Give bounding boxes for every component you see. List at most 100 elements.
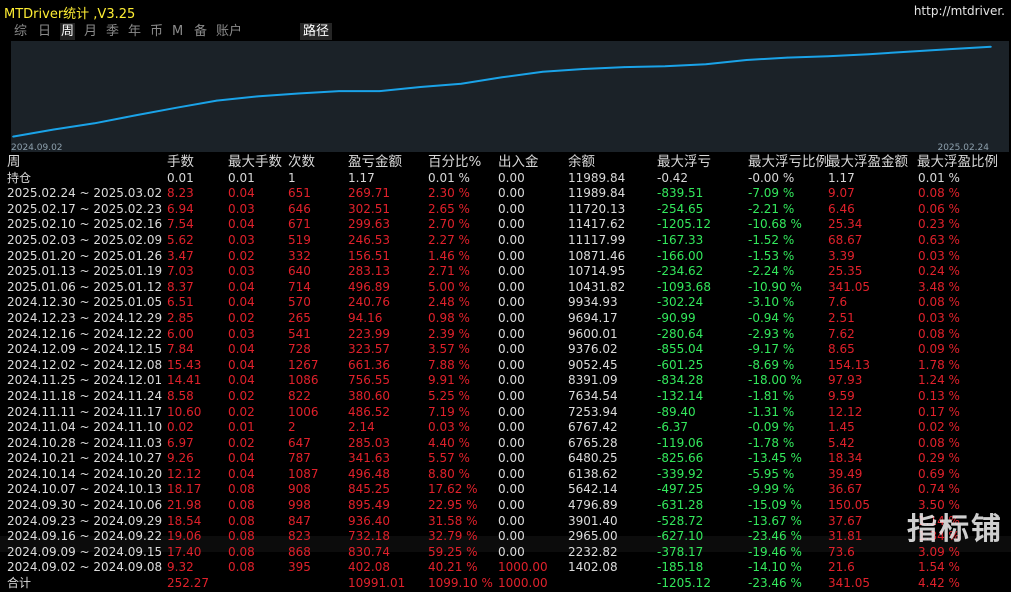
table-row[interactable]: 2024.10.21 ~ 2024.10.27 9.26 0.04 787 341.63… [0, 451, 1011, 467]
table-row[interactable]: 2024.09.23 ~ 2024.09.29 18.54 0.08 847 936.4… [0, 514, 1011, 530]
cell-lots: 18.54 [167, 513, 202, 528]
cell-max-float-loss: -167.33 [657, 232, 704, 247]
cell-max-float-profit-pct: 0.08 % [918, 435, 960, 450]
cell-cash: 0.00 [498, 388, 525, 403]
tab-9[interactable]: 账户 [216, 24, 243, 39]
cell-pnl: 402.08 [348, 560, 390, 575]
balance-point-13 [542, 70, 544, 73]
tab-7[interactable]: M [172, 24, 184, 39]
cell-max-float-profit: 9.07 [828, 186, 855, 201]
cell-max-float-loss: -166.00 [657, 248, 704, 263]
table-row[interactable]: 2024.12.09 ~ 2024.12.15 7.84 0.04 728 323.57… [0, 342, 1011, 358]
path-button[interactable]: 路径 [300, 23, 333, 40]
table-row[interactable]: 2025.01.06 ~ 2025.01.12 8.37 0.04 714 496.89… [0, 280, 1011, 296]
table-row[interactable]: 2024.09.30 ~ 2024.10.06 21.98 0.08 998 895.4… [0, 498, 1011, 514]
balance-point-10 [419, 86, 422, 88]
holding-row[interactable]: 持仓 0.01 0.01 1 1.17 0.01 % 0.00 11989.84… [0, 171, 1011, 187]
cell-balance: 11989.84 [568, 170, 626, 185]
col-header-balance[interactable]: 余额 [568, 154, 595, 170]
cell-balance: 2232.82 [568, 544, 618, 559]
table-row[interactable]: 2024.11.25 ~ 2024.12.01 14.41 0.04 1086 756.… [0, 373, 1011, 389]
cell-lots: 8.37 [167, 279, 194, 294]
table-row[interactable]: 2024.10.07 ~ 2024.10.13 18.17 0.08 908 845.2… [0, 482, 1011, 498]
cell-count: 541 [288, 326, 311, 341]
cell-lots: 15.43 [167, 357, 202, 372]
cell-max-lots: 0.03 [228, 201, 255, 216]
table-row[interactable]: 2024.09.02 ~ 2024.09.08 9.32 0.08 395 402.08… [0, 560, 1011, 576]
cell-pnl: 756.55 [348, 373, 390, 388]
cell-pct: 5.57 % [428, 451, 470, 466]
col-header-week[interactable]: 周 [7, 154, 21, 170]
cell-max-float-profit-pct: 0.24 % [918, 264, 960, 279]
table-row[interactable]: 2024.11.11 ~ 2024.11.17 10.60 0.02 1006 486.… [0, 405, 1011, 421]
col-header-max-lots[interactable]: 最大手数 [228, 154, 282, 170]
table-row[interactable]: 2024.12.02 ~ 2024.12.08 15.43 0.04 1267 661.… [0, 358, 1011, 374]
cell-max-float-loss: -1093.68 [657, 279, 711, 294]
tab-3[interactable]: 月 [84, 24, 98, 39]
col-header-pnl[interactable]: 盈亏金额 [348, 154, 402, 170]
tab-1[interactable]: 日 [38, 24, 52, 39]
cell-balance: 9694.17 [568, 310, 618, 325]
total-max-float-profit-pct: 4.42 % [918, 576, 960, 591]
cell-max-float-loss: -528.72 [657, 513, 704, 528]
cell-lots: 21.98 [167, 498, 202, 513]
balance-point-19 [786, 56, 789, 59]
col-header-count[interactable]: 次数 [288, 154, 315, 170]
tab-5[interactable]: 年 [128, 24, 142, 39]
cell-max-lots: 0.02 [228, 404, 255, 419]
cell-pnl: 302.51 [348, 201, 390, 216]
cell-max-lots: 0.08 [228, 482, 255, 497]
cell-max-float-profit: 25.35 [828, 264, 863, 279]
cell-max-float-profit: 9.59 [828, 388, 855, 403]
table-row[interactable]: 2024.09.09 ~ 2024.09.15 17.40 0.08 868 830.7… [0, 545, 1011, 561]
cell-pnl: 496.48 [348, 466, 390, 481]
cell-max-float-profit-pct: 3.50 % [918, 498, 960, 513]
cell-count: 714 [288, 279, 311, 294]
col-header-max-float-profit-pct[interactable]: 最大浮盈比例 [917, 154, 998, 170]
cell-max-float-profit: 37.67 [828, 513, 863, 528]
col-header-cash[interactable]: 出入金 [498, 154, 539, 170]
cell-max-float-loss: -89.40 [657, 404, 696, 419]
col-header-max-float-profit[interactable]: 最大浮盈金额 [827, 154, 908, 170]
week-rows: 2025.02.24 ~ 2025.03.02 8.23 0.04 651 269.71… [0, 186, 1011, 576]
table-row[interactable]: 2024.11.04 ~ 2024.11.10 0.02 0.01 2 2.14 0.03… [0, 420, 1011, 436]
cell-lots: 6.94 [167, 201, 194, 216]
tab-8[interactable]: 备 [194, 24, 208, 39]
cell-week: 2025.02.24 ~ 2025.03.02 [7, 186, 163, 201]
cell-max-float-loss-pct: -9.99 % [748, 482, 795, 497]
col-header-max-float-loss[interactable]: 最大浮亏 [657, 154, 711, 170]
website-link[interactable]: http://mtdriver. [913, 4, 1005, 18]
col-header-max-float-loss-pct[interactable]: 最大浮亏比例 [748, 154, 829, 170]
table-row[interactable]: 2025.01.13 ~ 2025.01.19 7.03 0.03 640 283.13… [0, 264, 1011, 280]
cell-max-float-loss-pct: -1.81 % [748, 388, 795, 403]
table-row[interactable]: 2024.10.28 ~ 2024.11.03 6.97 0.02 647 285.03… [0, 436, 1011, 452]
table-row[interactable]: 2024.09.16 ~ 2024.09.22 19.06 0.08 823 732.1… [0, 529, 1011, 545]
col-header-lots[interactable]: 手数 [167, 154, 194, 170]
cell-lots: 6.51 [167, 295, 194, 310]
tab-6[interactable]: 币 [150, 24, 164, 39]
table-row[interactable]: 2025.02.03 ~ 2025.02.09 5.62 0.03 519 246.53… [0, 233, 1011, 249]
table-row[interactable]: 2025.01.20 ~ 2025.01.26 3.47 0.02 332 156.51… [0, 249, 1011, 265]
cell-week: 2025.01.06 ~ 2025.01.12 [7, 279, 163, 294]
total-max-float-loss: -1205.12 [657, 576, 711, 591]
table-row[interactable]: 2025.02.17 ~ 2025.02.23 6.94 0.03 646 302.51… [0, 202, 1011, 218]
balance-point-17 [705, 63, 707, 65]
cell-balance: 7253.94 [568, 404, 618, 419]
table-row[interactable]: 2024.12.23 ~ 2024.12.29 2.85 0.02 265 94.16 0… [0, 311, 1011, 327]
cell-pct: 1.46 % [428, 248, 470, 263]
tab-2[interactable]: 周 [60, 23, 76, 40]
chart-x-end-label: 2025.02.24 [937, 143, 989, 153]
table-row[interactable]: 2025.02.24 ~ 2025.03.02 8.23 0.04 651 269.71… [0, 186, 1011, 202]
tab-0[interactable]: 综 [14, 24, 28, 39]
table-row[interactable]: 2024.12.30 ~ 2025.01.05 6.51 0.04 570 240.76… [0, 295, 1011, 311]
table-row[interactable]: 2024.11.18 ~ 2024.11.24 8.58 0.02 822 380.60… [0, 389, 1011, 405]
table-row[interactable]: 2024.10.14 ~ 2024.10.20 12.12 0.04 1087 496.… [0, 467, 1011, 483]
watermark-logo: 指标铺 [907, 512, 1003, 547]
balance-point-20 [827, 55, 829, 58]
cell-max-float-profit-pct: 0.02 % [918, 420, 960, 435]
tab-4[interactable]: 季 [106, 24, 120, 39]
table-row[interactable]: 2025.02.10 ~ 2025.02.16 7.54 0.04 671 299.63… [0, 217, 1011, 233]
cell-count: 847 [288, 513, 311, 528]
table-row[interactable]: 2024.12.16 ~ 2024.12.22 6.00 0.03 541 223.99… [0, 327, 1011, 343]
col-header-pct[interactable]: 百分比% [428, 154, 482, 170]
